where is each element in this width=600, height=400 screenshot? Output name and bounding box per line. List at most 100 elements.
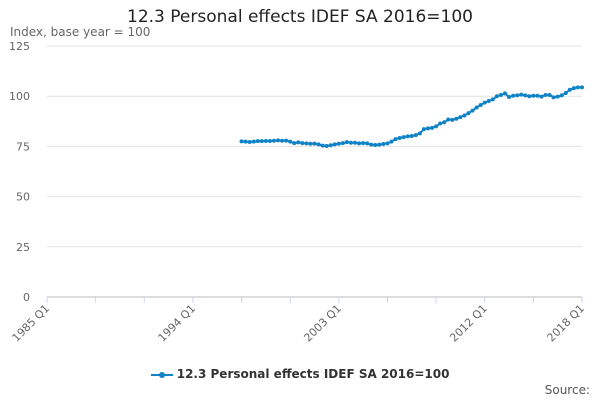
data-point bbox=[430, 125, 435, 130]
data-point bbox=[377, 142, 382, 147]
data-point bbox=[304, 141, 309, 146]
x-tick-label: 2012 Q1 bbox=[447, 302, 490, 345]
data-point bbox=[280, 138, 285, 143]
x-tick-label: 2003 Q1 bbox=[301, 302, 344, 345]
data-point bbox=[434, 124, 439, 129]
data-point bbox=[531, 93, 536, 98]
data-point bbox=[470, 108, 475, 113]
source-label: Source: bbox=[544, 383, 590, 397]
y-tick-label: 0 bbox=[23, 291, 30, 304]
data-point bbox=[458, 115, 463, 120]
data-point bbox=[523, 93, 528, 98]
data-point bbox=[580, 85, 584, 90]
data-point bbox=[498, 92, 503, 97]
x-tick-label: 1985 Q1 bbox=[10, 302, 53, 345]
data-point bbox=[296, 140, 301, 145]
data-point bbox=[385, 141, 390, 146]
data-point bbox=[365, 141, 370, 146]
data-point bbox=[519, 92, 524, 97]
data-point bbox=[543, 92, 548, 97]
data-point bbox=[515, 93, 520, 98]
data-point bbox=[474, 105, 479, 110]
data-point bbox=[243, 139, 248, 144]
data-point bbox=[357, 141, 362, 146]
data-point bbox=[446, 117, 451, 122]
data-point bbox=[511, 93, 516, 98]
data-point bbox=[405, 134, 410, 139]
data-point bbox=[288, 139, 293, 144]
legend-label: 12.3 Personal effects IDEF SA 2016=100 bbox=[176, 367, 450, 381]
y-axis-label: Index, base year = 100 bbox=[10, 25, 151, 39]
data-point bbox=[567, 87, 572, 92]
x-tick-label: 1994 Q1 bbox=[155, 302, 198, 345]
data-point bbox=[462, 113, 467, 118]
y-tick-label: 25 bbox=[16, 241, 30, 254]
data-point bbox=[312, 141, 317, 146]
data-point bbox=[555, 94, 560, 99]
data-point bbox=[247, 139, 252, 144]
data-point bbox=[551, 95, 556, 100]
data-point bbox=[308, 141, 313, 146]
data-point bbox=[300, 141, 305, 146]
y-tick-label: 50 bbox=[16, 191, 30, 204]
data-point bbox=[494, 94, 499, 99]
data-point bbox=[486, 99, 491, 104]
data-point bbox=[276, 138, 281, 143]
data-point bbox=[271, 138, 276, 143]
data-point bbox=[401, 135, 406, 140]
y-tick-label: 125 bbox=[9, 40, 30, 53]
data-point bbox=[348, 140, 353, 145]
data-point bbox=[251, 139, 256, 144]
data-point bbox=[340, 141, 345, 146]
y-tick-label: 75 bbox=[16, 140, 30, 153]
data-point bbox=[413, 133, 418, 138]
data-point bbox=[442, 120, 447, 125]
data-point bbox=[259, 139, 264, 144]
data-point bbox=[539, 94, 544, 99]
data-point bbox=[373, 142, 378, 147]
data-point bbox=[397, 135, 402, 140]
data-point bbox=[344, 140, 349, 145]
y-tick-label: 100 bbox=[9, 90, 30, 103]
data-point bbox=[535, 93, 540, 98]
x-tick-label: 2018 Q1 bbox=[545, 302, 588, 345]
data-point bbox=[263, 138, 268, 143]
data-point bbox=[324, 143, 329, 148]
data-point bbox=[328, 143, 333, 148]
data-point bbox=[393, 137, 398, 142]
data-point bbox=[239, 139, 244, 144]
data-point bbox=[507, 95, 512, 100]
legend[interactable]: 12.3 Personal effects IDEF SA 2016=100 bbox=[0, 367, 600, 381]
data-point bbox=[421, 127, 426, 132]
data-point bbox=[466, 111, 471, 116]
data-point bbox=[559, 93, 564, 98]
data-point bbox=[527, 94, 532, 99]
data-point bbox=[332, 142, 337, 147]
data-point bbox=[563, 90, 568, 95]
data-point bbox=[409, 133, 414, 138]
data-point bbox=[389, 139, 394, 144]
data-point bbox=[450, 117, 455, 122]
data-point bbox=[571, 86, 576, 91]
data-point bbox=[482, 100, 487, 105]
data-point bbox=[336, 141, 341, 146]
data-point bbox=[361, 141, 366, 146]
data-point bbox=[575, 85, 580, 90]
data-point bbox=[316, 142, 321, 147]
data-point bbox=[320, 143, 325, 148]
data-point bbox=[425, 126, 430, 131]
data-point bbox=[490, 97, 495, 102]
data-point bbox=[381, 141, 386, 146]
data-point bbox=[478, 103, 483, 108]
data-point bbox=[438, 121, 443, 126]
data-point bbox=[417, 131, 422, 136]
data-point bbox=[267, 138, 272, 143]
data-point bbox=[255, 139, 260, 144]
data-point bbox=[369, 142, 374, 147]
legend-marker-icon bbox=[150, 371, 173, 378]
data-point bbox=[547, 92, 552, 97]
data-point bbox=[353, 140, 358, 145]
data-point bbox=[284, 138, 289, 143]
chart-title: 12.3 Personal effects IDEF SA 2016=100 bbox=[127, 7, 473, 27]
